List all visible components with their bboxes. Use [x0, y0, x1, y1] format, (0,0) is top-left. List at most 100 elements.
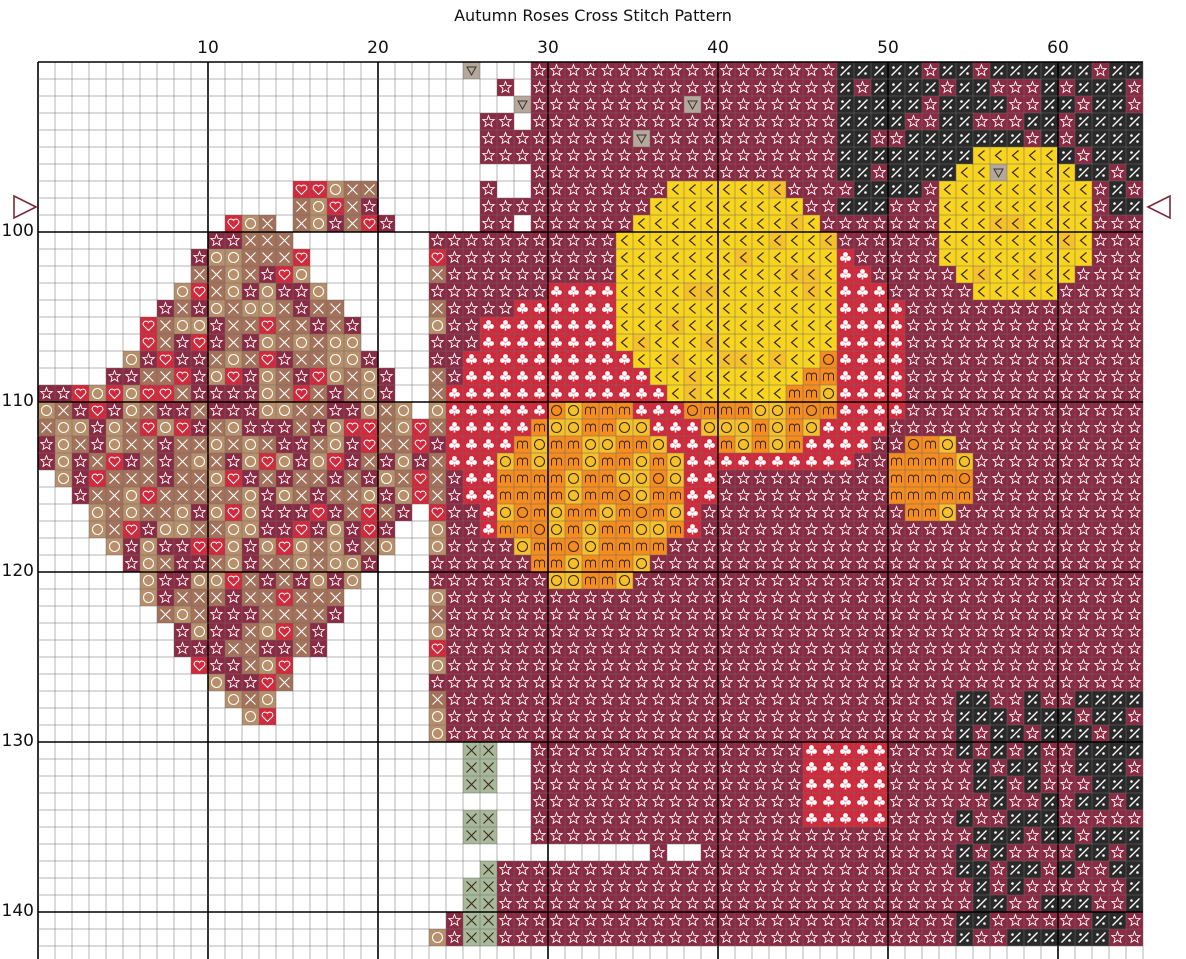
stitch-cell	[752, 232, 769, 249]
circle-symbol	[550, 574, 563, 587]
stitch-cell	[973, 589, 990, 606]
chevron-symbol	[773, 303, 781, 314]
stitch-cell	[633, 317, 650, 334]
star-symbol	[685, 896, 700, 910]
chevron-symbol	[654, 371, 662, 382]
star-symbol	[1127, 641, 1142, 655]
chevron-symbol	[654, 337, 662, 348]
stitch-cell	[667, 759, 684, 776]
stitch-cell	[157, 606, 174, 623]
stitch-cell	[990, 249, 1007, 266]
stitch-cell	[140, 504, 157, 521]
star-symbol	[787, 794, 802, 808]
chevron-symbol	[960, 201, 968, 212]
stitch-cell	[854, 300, 871, 317]
stitch-cell	[990, 198, 1007, 215]
stitch-cell	[497, 351, 514, 368]
stitch-cell	[514, 385, 531, 402]
stitch-cell	[820, 368, 837, 385]
slash-dots-symbol	[857, 99, 868, 110]
cross-symbol	[262, 439, 273, 450]
stitch-cell	[735, 436, 752, 453]
club-symbol	[891, 354, 902, 365]
stitch-cell	[752, 844, 769, 861]
star-symbol	[498, 216, 513, 230]
star-symbol	[753, 743, 768, 757]
star-symbol	[634, 590, 649, 604]
star-symbol	[957, 437, 972, 451]
stitch-cell	[956, 640, 973, 657]
stitch-cell	[990, 759, 1007, 776]
stitch-cell	[429, 266, 446, 283]
chevron-symbol	[756, 286, 764, 297]
star-symbol	[1076, 522, 1091, 536]
star-symbol	[906, 794, 921, 808]
stitch-cell	[820, 878, 837, 895]
star-symbol	[1042, 352, 1057, 366]
slash-dots-symbol	[1044, 813, 1055, 824]
stitch-cell	[616, 232, 633, 249]
star-symbol	[940, 624, 955, 638]
stitch-cell	[888, 606, 905, 623]
club-symbol	[874, 762, 885, 773]
stitch-cell	[599, 96, 616, 113]
star-symbol	[158, 454, 173, 468]
slash-dots-symbol	[874, 82, 885, 93]
stitch-cell	[446, 470, 463, 487]
stitch-cell	[1024, 147, 1041, 164]
stitch-cell	[701, 674, 718, 691]
m-glyph-symbol	[568, 440, 579, 449]
star-symbol	[1076, 828, 1091, 842]
stitch-cell	[667, 640, 684, 657]
stitch-cell	[650, 504, 667, 521]
stitch-cell	[922, 181, 939, 198]
star-symbol	[1025, 845, 1040, 859]
stitch-cell	[735, 657, 752, 674]
stitch-cell	[820, 96, 837, 113]
stitch-cell	[667, 895, 684, 912]
star-symbol	[617, 743, 632, 757]
stitch-cell	[803, 385, 820, 402]
stitch-cell	[701, 164, 718, 181]
star-symbol	[1025, 420, 1040, 434]
stitch-cell	[973, 878, 990, 895]
star-symbol	[855, 879, 870, 893]
stitch-cell	[1109, 538, 1126, 555]
star-symbol	[838, 590, 853, 604]
cross-symbol	[109, 473, 120, 484]
star-symbol	[787, 80, 802, 94]
star-symbol	[1008, 114, 1023, 128]
club-symbol	[636, 405, 647, 416]
cross-symbol	[432, 303, 443, 314]
star-symbol	[855, 250, 870, 264]
stitch-cell	[582, 198, 599, 215]
star-symbol	[634, 896, 649, 910]
club-symbol	[585, 371, 596, 382]
star-symbol	[702, 590, 717, 604]
cross-symbol	[211, 558, 222, 569]
club-symbol	[585, 303, 596, 314]
star-symbol	[787, 845, 802, 859]
stitch-cell	[956, 708, 973, 725]
stitch-cell	[786, 861, 803, 878]
star-symbol	[991, 80, 1006, 94]
star-symbol	[549, 828, 564, 842]
stitch-cell	[667, 215, 684, 232]
stitch-cell	[242, 640, 259, 657]
stitch-cell	[786, 62, 803, 79]
stitch-cell	[854, 215, 871, 232]
stitch-cell	[667, 283, 684, 300]
stitch-cell	[1092, 776, 1109, 793]
stitch-cell	[956, 878, 973, 895]
stitch-cell	[803, 300, 820, 317]
star-symbol	[889, 828, 904, 842]
star-symbol	[498, 148, 513, 162]
star-symbol	[345, 539, 360, 553]
slash-dots-symbol	[925, 167, 936, 178]
star-symbol	[39, 437, 54, 451]
star-symbol	[1093, 573, 1108, 587]
stitch-cell	[140, 317, 157, 334]
stitch-cell	[582, 368, 599, 385]
chevron-symbol	[790, 269, 798, 280]
star-symbol	[1076, 318, 1091, 332]
